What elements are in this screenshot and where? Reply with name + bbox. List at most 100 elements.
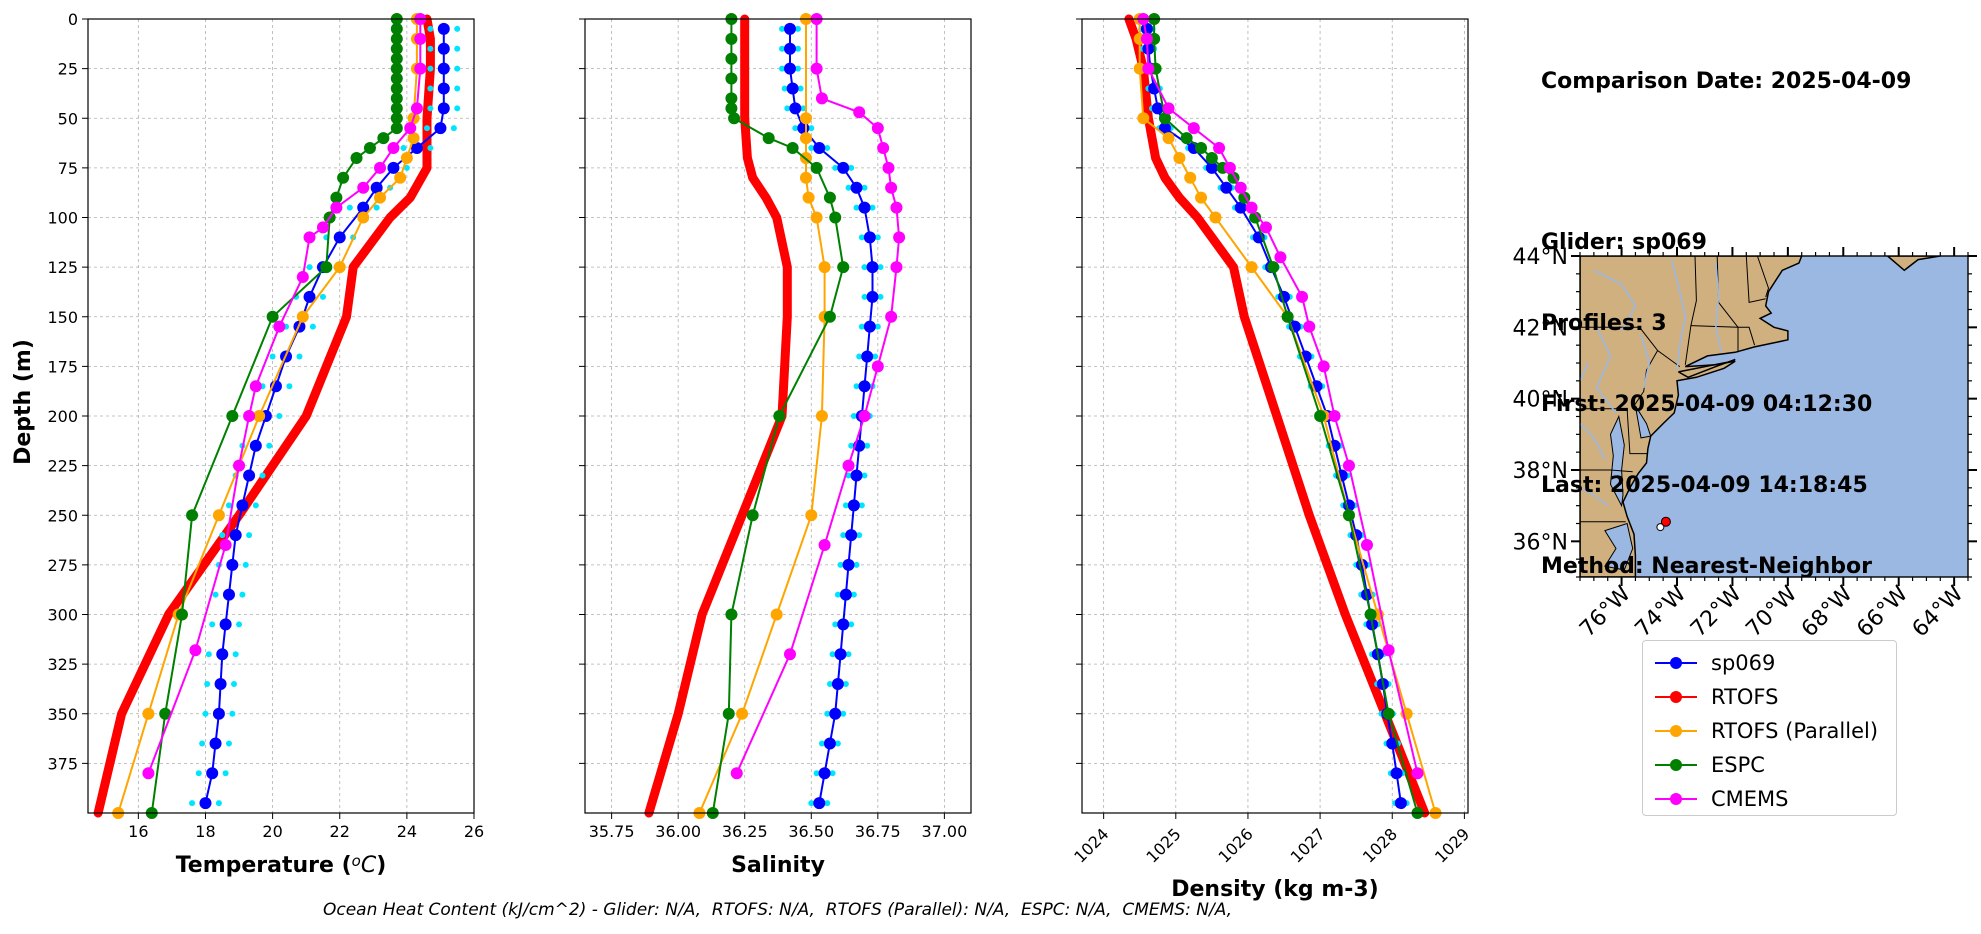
lat-tick-label: 44°N [1513,245,1568,270]
espc-point [829,211,842,224]
espc-point [390,122,403,135]
glider-profile-point [346,204,353,211]
legend-marker-icon [1653,789,1699,809]
rtofs-line [1124,14,1430,818]
sp069-point [842,558,855,571]
y-tick-label: 75 [58,159,78,178]
espc-point [725,52,738,65]
glider-profile-point [400,145,407,152]
sp069-point [222,588,235,601]
sp069-point [850,181,863,194]
legend-item: sp069 [1653,649,1775,677]
glider-profile-point [861,264,868,271]
rtofs-parallel-point [1184,171,1197,184]
cmems-point [815,92,828,105]
espc-point [762,132,775,145]
glider-profile-point [877,293,884,300]
glider-profile-point [784,105,791,112]
espc-point [266,310,279,323]
glider-profile-point [219,532,226,539]
espc-point [390,72,403,85]
cmems-point [893,231,906,244]
legend-label: RTOFS [1711,685,1779,709]
x-tick-label: 35.75 [589,822,635,841]
espc-point [1382,707,1395,720]
rtofs-parallel-point [799,132,812,145]
sp069-point [866,290,879,303]
glider-profile-point [781,85,788,92]
glider-profile-point [874,323,881,330]
cmems-point [1213,142,1226,155]
sp069-point [850,469,863,482]
espc-point [1180,132,1193,145]
cmems-point [1360,539,1373,552]
espc-point [390,62,403,75]
cmems-point [842,459,855,472]
glider-profile-point [212,591,219,598]
cmems-point [189,644,202,657]
glider-profile-point [869,204,876,211]
sp069-point [789,102,802,115]
x-tick-label: 1028 [1359,824,1401,866]
cmems-point [414,32,427,45]
glider-profile-point [794,45,801,52]
cmems-point [890,261,903,274]
sp069-point [847,499,860,512]
rtofs-parallel-point [333,261,346,274]
sp069-point [357,201,370,214]
glider-profile-point [840,532,847,539]
sp069-point [1205,161,1218,174]
sp069-point [818,767,831,780]
glider-profile-point [853,561,860,568]
rtofs-parallel-point [400,151,413,164]
info-block: Comparison Date: 2025-04-09 Glider: sp06… [1541,14,1911,607]
cmems-point [783,648,796,661]
legend-item: RTOFS (Parallel) [1653,717,1878,745]
cmems-point [858,410,871,422]
espc-point [725,72,738,85]
state-border [1684,256,1697,365]
y-tick-label: 300 [47,606,78,625]
legend-label: ESPC [1711,753,1765,777]
glider-profile-point [794,65,801,72]
temperature-panel: 0 25 50 75 100 125 150 175 200 225 250 275 300 325 350… [47,10,484,878]
cmems-line [147,19,422,774]
rtofs-line [644,14,792,818]
y-tick-label: 375 [47,754,78,773]
cmems-point [853,106,866,119]
y-tick-label: 225 [47,457,78,476]
river [1580,487,1609,507]
cmems-point [882,161,895,174]
rtofs-parallel-point [142,707,155,720]
espc-point [337,171,350,184]
cmems-point [296,271,309,284]
cmems-point [1245,201,1258,214]
espc-point [320,261,333,274]
y-tick-label: 275 [47,556,78,575]
glider-profile-point [276,413,283,419]
glider-profile-point [778,25,785,32]
glider-profile-point [454,105,461,112]
espc-point [390,42,403,55]
espc-point [390,112,403,125]
glider-profile-point [229,710,236,717]
sp069-point [786,82,799,95]
espc-point [1314,410,1327,422]
espc-point [350,151,363,164]
espc-point [186,509,199,522]
comparison-date: Comparison Date: 2025-04-09 [1541,69,1912,94]
sp069-point [861,350,874,363]
salinity-panel: 35.75 36.00 36.25 36.50 36.75 37.00 Salinity [579,13,972,878]
axes-frame [584,18,972,814]
x-tick-label: 22 [330,822,350,841]
espc-point [330,191,343,204]
glider-profile-point [259,472,266,479]
glider-profile-point [861,472,868,479]
glider-profile-point [797,85,804,92]
glider-profile-point [427,145,434,152]
glider-profile-point [252,502,259,509]
cmems-point [1411,767,1424,780]
cmems-point [142,767,155,780]
sp069-point [866,261,879,274]
rtofs-parallel-point [394,171,407,184]
